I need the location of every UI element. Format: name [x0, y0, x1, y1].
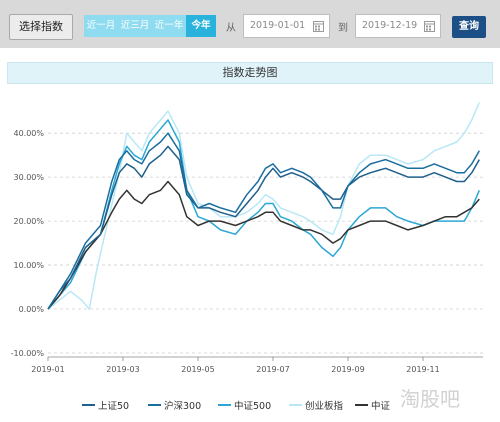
query-button[interactable]: 查询 [452, 16, 486, 38]
start-date-field[interactable]: 2019-01-01 [243, 14, 330, 38]
legend-label: 沪深300 [164, 400, 201, 412]
start-date-value: 2019-01-01 [250, 20, 306, 31]
x-tick-label: 2019-01 [31, 365, 64, 374]
range-one-year-button[interactable]: 近一年 [154, 20, 184, 31]
toolbar: 选择指数 近一月 近三月 近一年 今年 从 2019-01-01 到 2019-… [0, 0, 500, 48]
series-line-1 [47, 132, 480, 310]
legend-label: 上证50 [98, 401, 129, 412]
series-line-0 [47, 145, 480, 310]
y-axis-ticks: -10.00% 0.00% 10.00% 20.00% 30.00% 40.00% [11, 129, 45, 358]
chart-grid [48, 132, 483, 358]
legend-label: 中证500 [234, 400, 271, 412]
x-tick-label: 2019-05 [181, 365, 214, 374]
y-tick-label: 0.00% [19, 305, 45, 314]
end-date-value: 2019-12-19 [362, 20, 418, 31]
series-line-3 [47, 102, 480, 310]
y-tick-label: 20.00% [13, 217, 44, 226]
x-tick-label: 2019-07 [256, 365, 289, 374]
series-line-2 [47, 119, 480, 310]
y-tick-label: -10.00% [11, 349, 45, 358]
x-tick-label: 2019-09 [331, 365, 364, 374]
legend-label: 创业板指 [305, 400, 344, 412]
select-index-button[interactable]: 选择指数 [9, 14, 73, 40]
index-trend-chart: -10.00% 0.00% 10.00% 20.00% 30.00% 40.00% 201… [11, 102, 483, 412]
chart-legend: 上证50 沪深300 中证500 创业板指 中证 [82, 400, 391, 412]
from-label: 从 [226, 23, 236, 34]
y-tick-label: 30.00% [13, 173, 44, 182]
calendar-icon[interactable] [313, 20, 324, 32]
range-three-months-button[interactable]: 近三月 [120, 20, 150, 31]
legend-label: 中证 [371, 400, 391, 412]
calendar-icon[interactable] [424, 20, 435, 32]
y-tick-label: 40.00% [13, 129, 44, 138]
range-this-year-button[interactable]: 今年 [186, 15, 216, 37]
watermark: 淘股吧 [400, 387, 460, 411]
series-line-4 [47, 180, 480, 310]
range-button-group: 近一月 近三月 近一年 今年 [84, 15, 216, 37]
x-tick-label: 2019-03 [106, 365, 139, 374]
x-tick-label: 2019-11 [406, 365, 439, 374]
to-label: 到 [338, 23, 348, 34]
x-axis-ticks: 2019-01 2019-03 2019-05 2019-07 2019-09 2019-… [31, 357, 440, 374]
y-tick-label: 10.00% [13, 261, 44, 270]
end-date-field[interactable]: 2019-12-19 [355, 14, 441, 38]
range-one-month-button[interactable]: 近一月 [86, 20, 116, 31]
chart-series-lines [47, 102, 480, 310]
chart-title: 指数走势图 [7, 62, 493, 84]
